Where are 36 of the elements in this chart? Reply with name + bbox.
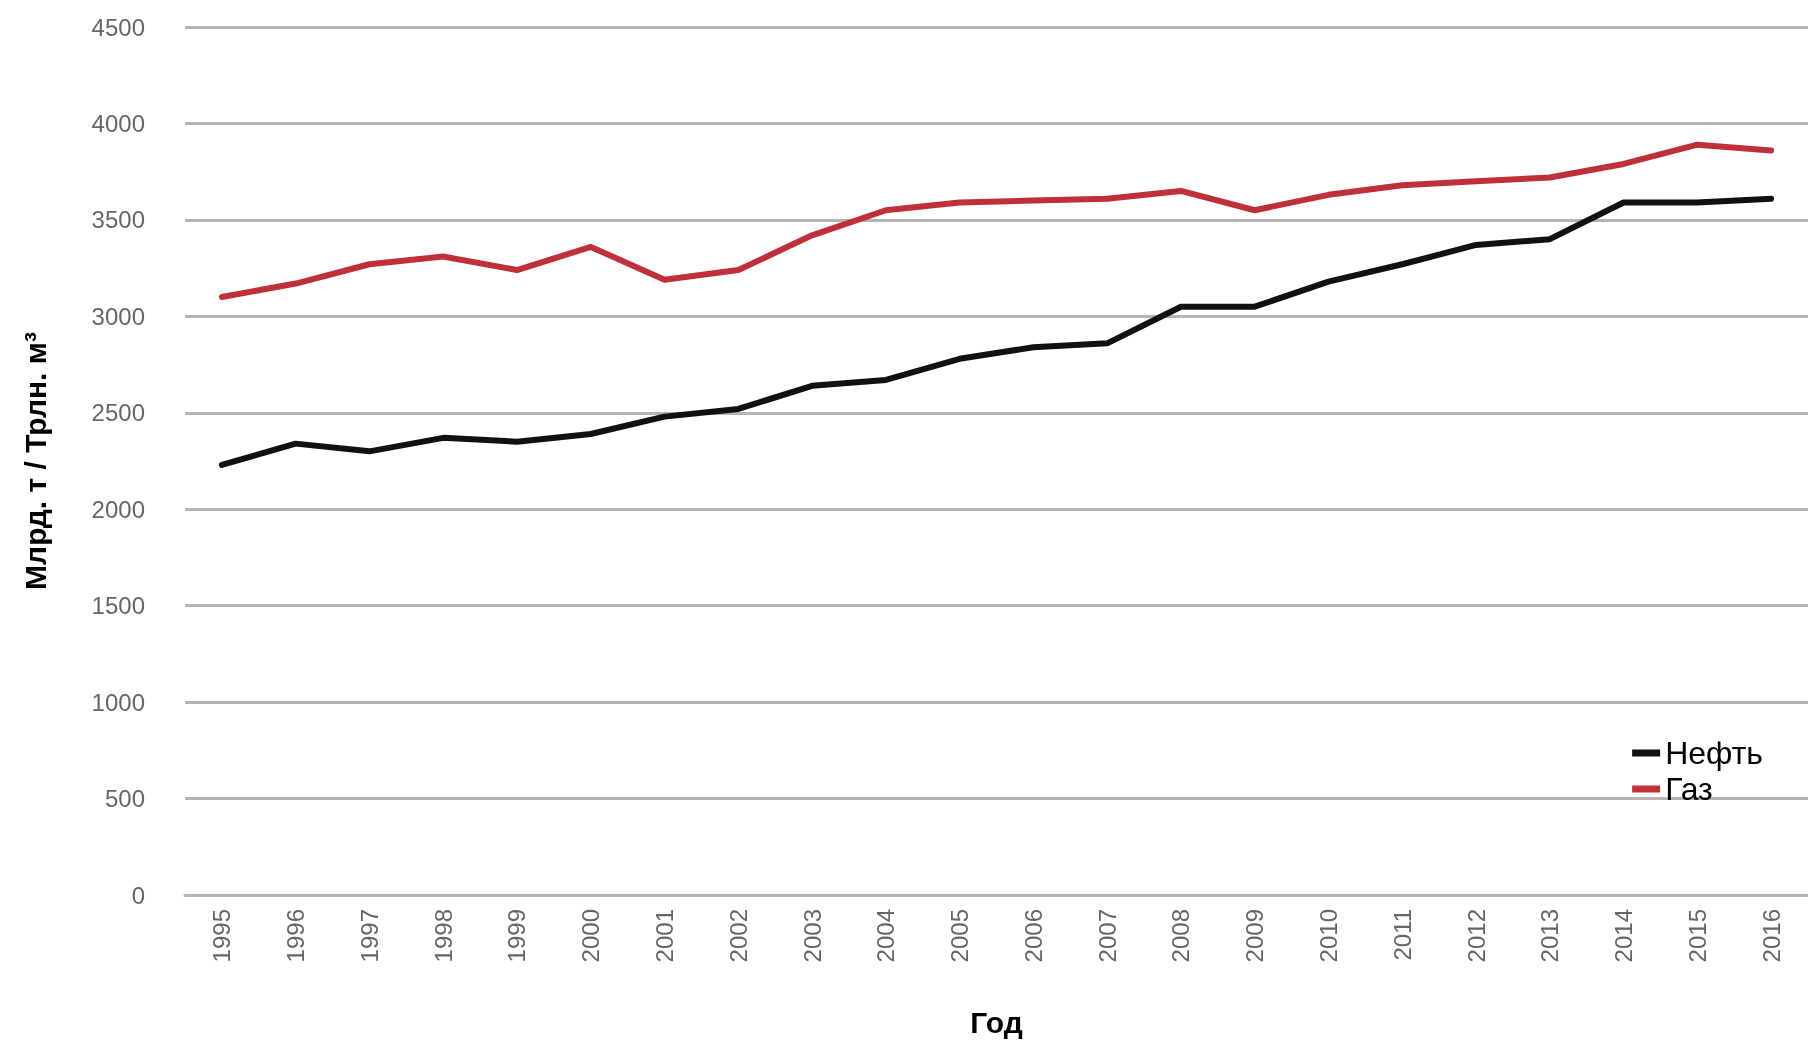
y-tick-label: 3000 bbox=[91, 302, 145, 330]
x-tick-label: 2006 bbox=[1019, 909, 1047, 963]
x-tick-label: 2013 bbox=[1536, 909, 1564, 963]
y-tick-label: 2500 bbox=[91, 399, 145, 427]
x-tick-label: 1995 bbox=[208, 909, 236, 963]
y-tick-label: 500 bbox=[104, 785, 145, 813]
x-tick-label: 2014 bbox=[1610, 909, 1638, 963]
x-tick-label: 2005 bbox=[946, 909, 974, 963]
x-tick-label: 2004 bbox=[872, 909, 900, 963]
legend-label: Нефть bbox=[1665, 735, 1763, 771]
x-tick-label: 2001 bbox=[651, 909, 679, 963]
x-tick-label: 2012 bbox=[1462, 909, 1490, 963]
x-tick-label: 1998 bbox=[429, 909, 457, 963]
x-tick-label: 2002 bbox=[724, 909, 752, 963]
y-tick-label: 1500 bbox=[91, 592, 145, 620]
x-tick-label: 2008 bbox=[1167, 909, 1195, 963]
x-tick-label: 1997 bbox=[355, 909, 383, 963]
x-tick-label: 2015 bbox=[1683, 909, 1711, 963]
y-tick-label: 1000 bbox=[91, 688, 145, 716]
x-tick-label: 2003 bbox=[798, 909, 826, 963]
y-tick-label: 4500 bbox=[91, 13, 145, 41]
x-tick-label: 2016 bbox=[1757, 909, 1785, 963]
y-tick-label: 3500 bbox=[91, 206, 145, 234]
x-axis-title: Год bbox=[970, 1005, 1023, 1039]
x-tick-label: 2009 bbox=[1241, 909, 1269, 963]
y-axis-title: Млрд. т / Трлн. м³ bbox=[18, 332, 52, 590]
y-tick-label: 4000 bbox=[91, 109, 145, 137]
legend-label: Газ bbox=[1665, 771, 1713, 807]
x-tick-label: 2010 bbox=[1314, 909, 1342, 963]
x-tick-label: 2011 bbox=[1388, 909, 1416, 961]
x-tick-label: 2007 bbox=[1093, 909, 1121, 963]
x-tick-label: 1999 bbox=[503, 909, 531, 963]
y-tick-label: 0 bbox=[131, 881, 145, 909]
x-tick-label: 1996 bbox=[282, 909, 310, 963]
y-tick-label: 2000 bbox=[91, 495, 145, 523]
x-tick-label: 2000 bbox=[577, 909, 605, 963]
